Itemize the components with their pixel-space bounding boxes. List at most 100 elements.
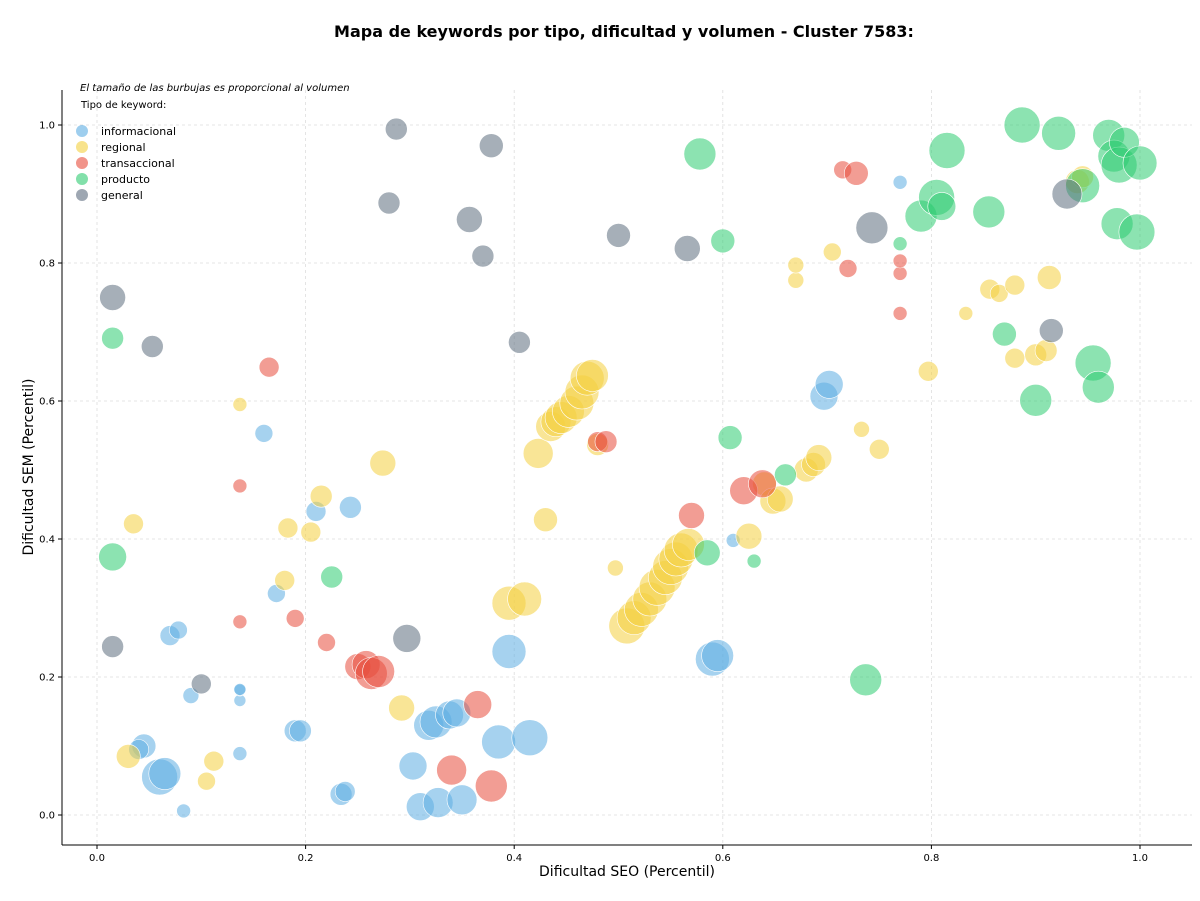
legend-marker-general bbox=[76, 189, 88, 201]
bubble-general bbox=[471, 244, 495, 268]
bubble-producto bbox=[717, 425, 743, 450]
bubble-producto bbox=[98, 542, 127, 572]
bubble-regional bbox=[1004, 274, 1026, 296]
bubble-transaccional bbox=[285, 609, 305, 628]
bubble-informacional bbox=[398, 751, 428, 781]
bubble-regional bbox=[576, 359, 609, 392]
bubble-regional bbox=[274, 570, 296, 591]
bubble-producto bbox=[1118, 213, 1156, 251]
bubble-regional bbox=[853, 420, 870, 438]
legend-marker-regional bbox=[76, 141, 88, 153]
bubble-regional bbox=[533, 507, 558, 533]
ticks: 0.0 0.0 0.2 0.2 0.4 0.4 0.6 0.6 0.8 0.8 1.0 1.0 bbox=[39, 121, 1148, 865]
bubble-transaccional bbox=[436, 754, 467, 786]
bubble-producto bbox=[1041, 116, 1076, 151]
bubble-transaccional bbox=[232, 614, 248, 630]
bubble-regional bbox=[1004, 347, 1026, 369]
bubble-producto bbox=[849, 663, 883, 697]
bubble-informacional bbox=[511, 719, 549, 757]
bubble-regional bbox=[989, 284, 1009, 303]
bubble-general bbox=[855, 211, 889, 245]
bubble-informacional bbox=[334, 781, 356, 802]
bubble-regional bbox=[232, 397, 248, 412]
x-tick-label: 0.8 bbox=[923, 853, 939, 864]
bubble-general bbox=[508, 330, 531, 354]
bubble-transaccional bbox=[474, 769, 508, 803]
bubble-regional bbox=[1034, 339, 1058, 362]
legend-title: Tipo de keyword: bbox=[80, 100, 166, 111]
x-axis-label: Dificultad SEO (Percentil) bbox=[539, 864, 715, 880]
y-tick-label: 1.0 bbox=[39, 121, 55, 132]
y-axis-label: Dificultad SEM (Percentil) bbox=[21, 379, 37, 556]
axes bbox=[61, 90, 1192, 846]
legend-marker-producto bbox=[76, 173, 88, 185]
bubble-general bbox=[101, 635, 124, 658]
bubble-producto bbox=[892, 236, 908, 251]
bubble-regional bbox=[309, 484, 333, 508]
bubble-producto bbox=[927, 192, 957, 221]
bubble-transaccional bbox=[362, 655, 395, 688]
x-tick-label: 0.6 bbox=[715, 853, 731, 864]
bubble-transaccional bbox=[838, 259, 858, 278]
bubble-transaccional bbox=[594, 430, 618, 454]
bubble-regional bbox=[300, 521, 322, 543]
bubble-regional bbox=[735, 522, 763, 550]
bubble-general bbox=[456, 206, 483, 233]
bubble-producto bbox=[1003, 106, 1041, 144]
bubble-transaccional bbox=[258, 356, 280, 378]
bubble-informacional bbox=[232, 746, 248, 761]
bubble-regional bbox=[116, 744, 141, 769]
bubble-regional bbox=[203, 750, 225, 772]
bubble-general bbox=[377, 191, 401, 215]
bubble-transaccional bbox=[232, 478, 248, 494]
legend-label-informacional: informacional bbox=[101, 125, 176, 138]
bubble-general bbox=[606, 223, 631, 248]
bubble-general bbox=[478, 133, 504, 158]
bubble-transaccional bbox=[892, 306, 908, 321]
bubble-producto bbox=[774, 463, 797, 487]
gridlines bbox=[62, 90, 1192, 845]
bubble-transaccional bbox=[317, 633, 336, 652]
series-regional bbox=[116, 165, 1094, 791]
y-tick-label: 0.2 bbox=[39, 673, 55, 684]
bubble-producto bbox=[101, 326, 124, 350]
bubble-transaccional bbox=[748, 469, 777, 499]
y-tick-label: 0.6 bbox=[39, 397, 55, 408]
bubble-informacional bbox=[491, 634, 527, 669]
bubble-regional bbox=[388, 694, 415, 722]
bubble-informacional bbox=[446, 784, 478, 816]
x-tick-label: 0.4 bbox=[506, 853, 522, 864]
bubble-regional bbox=[787, 271, 805, 289]
legend-marker-informacional bbox=[76, 125, 88, 137]
bubble-general bbox=[392, 624, 422, 653]
bubble-producto bbox=[992, 321, 1017, 347]
bubble-general bbox=[673, 235, 701, 262]
bubble-informacional bbox=[814, 370, 844, 399]
legend-label-transaccional: transaccional bbox=[101, 157, 175, 170]
legend-label-producto: producto bbox=[101, 173, 150, 186]
y-tick-label: 0.4 bbox=[39, 535, 55, 546]
bubble-informacional bbox=[289, 719, 312, 743]
bubble-informacional bbox=[701, 639, 734, 672]
y-tick-label: 0.0 bbox=[39, 811, 55, 822]
legend: informacional regional transaccional produc… bbox=[76, 125, 176, 202]
legend-label-general: general bbox=[101, 189, 143, 202]
bubble-regional bbox=[507, 581, 542, 617]
bubble-producto bbox=[320, 565, 344, 589]
bubble-regional bbox=[822, 242, 842, 262]
bubble-regional bbox=[277, 517, 299, 539]
bubble-producto bbox=[1122, 145, 1158, 181]
bubble-general bbox=[1039, 318, 1064, 343]
x-tick-label: 0.0 bbox=[89, 853, 105, 864]
bubble-transaccional bbox=[892, 253, 908, 269]
bubble-informacional bbox=[892, 175, 908, 190]
bubble-general bbox=[191, 673, 212, 695]
bubble-regional bbox=[369, 449, 397, 477]
bubble-producto bbox=[928, 132, 966, 169]
bubble-regional bbox=[958, 306, 974, 321]
x-tick-label: 0.2 bbox=[298, 853, 314, 864]
bubble-regional bbox=[917, 360, 939, 382]
chart-title: Mapa de keywords por tipo, dificultad y … bbox=[334, 22, 914, 41]
bubble-producto bbox=[683, 137, 717, 171]
